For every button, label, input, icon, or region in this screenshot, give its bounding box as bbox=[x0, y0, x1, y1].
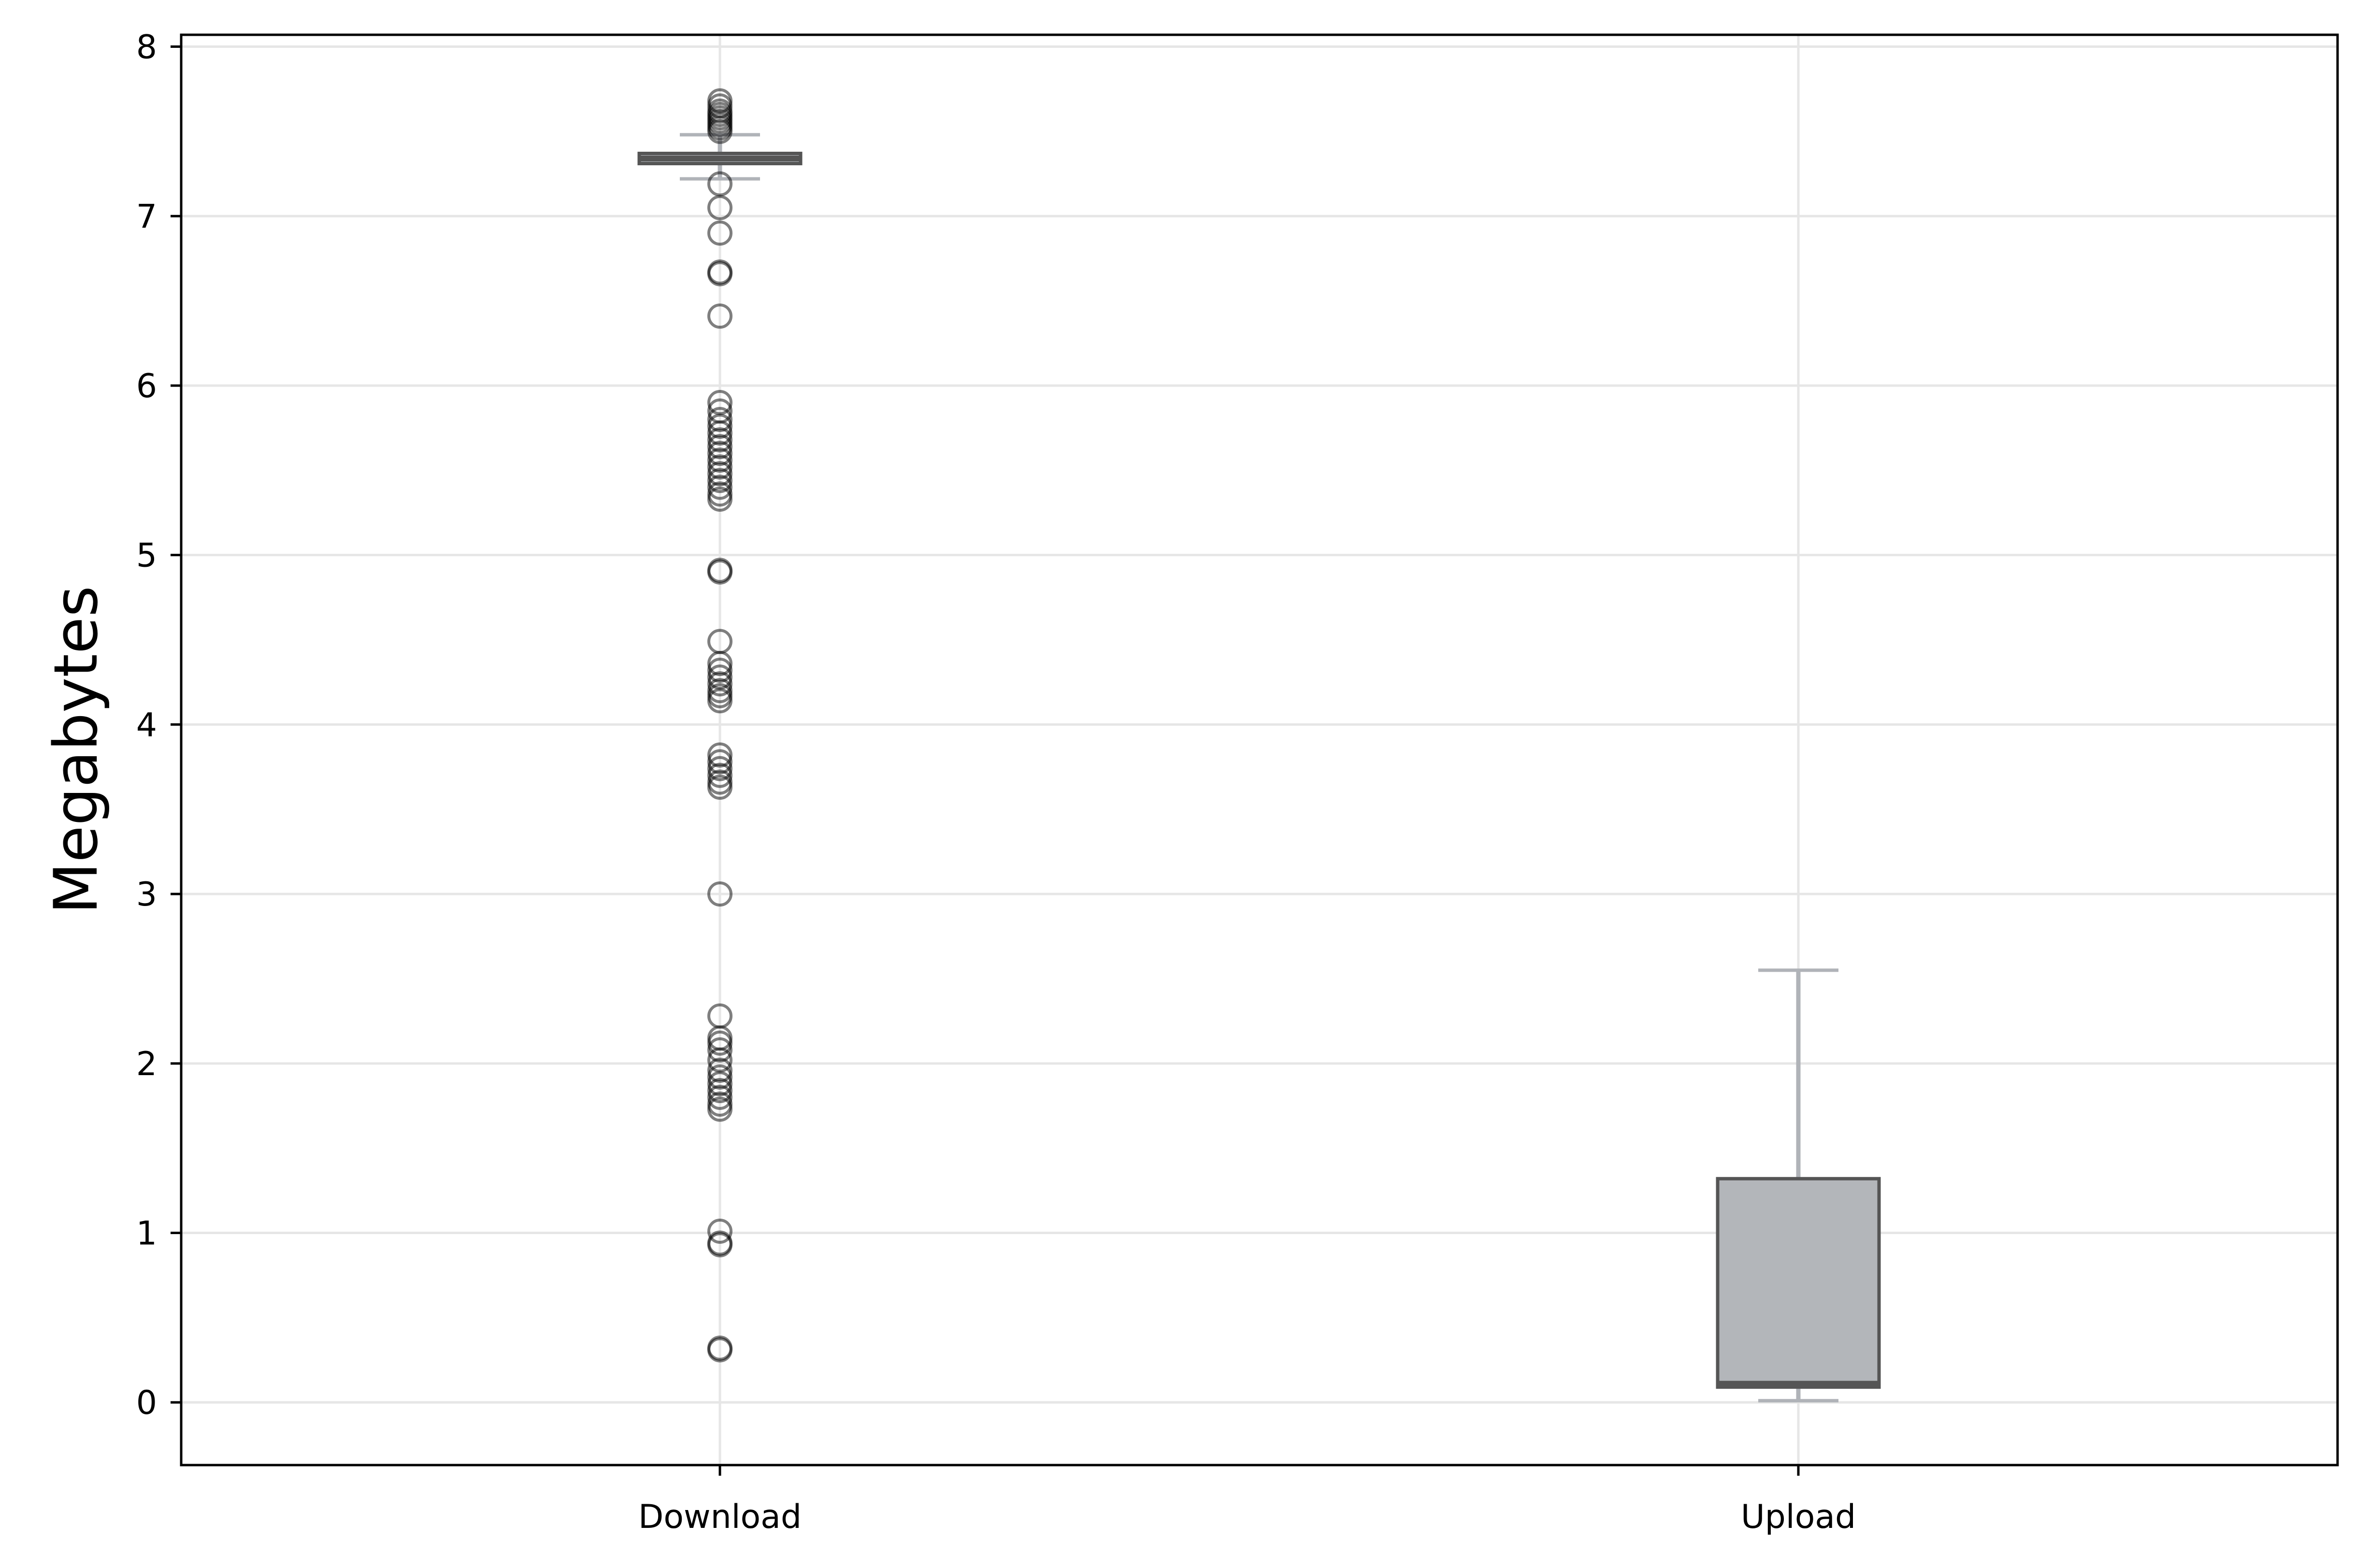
outlier-point bbox=[707, 1064, 732, 1090]
outlier-point bbox=[707, 1047, 732, 1073]
outlier-point bbox=[707, 749, 732, 775]
outlier-point bbox=[707, 486, 732, 512]
outlier-point bbox=[707, 1071, 732, 1096]
outlier-point bbox=[707, 420, 732, 446]
outliers bbox=[707, 88, 732, 1363]
outlier-point bbox=[707, 454, 732, 480]
outlier-point bbox=[707, 1030, 732, 1056]
outlier-point bbox=[707, 1232, 732, 1258]
x-tick-label-upload: Upload bbox=[1741, 1498, 1856, 1536]
outlier-point bbox=[707, 559, 732, 585]
y-tick-label: 5 bbox=[136, 537, 157, 575]
y-tick-label: 8 bbox=[136, 29, 157, 67]
boxes bbox=[637, 133, 1881, 1403]
outlier-point bbox=[707, 303, 732, 329]
outlier-point bbox=[707, 461, 732, 487]
outlier-point bbox=[707, 651, 732, 676]
y-tick-label: 0 bbox=[136, 1384, 157, 1422]
outlier-point bbox=[707, 1078, 732, 1103]
outlier-point bbox=[707, 441, 732, 466]
outlier-point bbox=[707, 775, 732, 800]
outlier-point bbox=[707, 658, 732, 683]
outlier-point bbox=[707, 447, 732, 473]
outlier-point bbox=[707, 220, 732, 246]
outlier-point bbox=[707, 742, 732, 768]
outlier-point bbox=[707, 762, 732, 788]
outlier-point bbox=[707, 427, 732, 453]
y-axis-label: Megabytes bbox=[42, 586, 111, 914]
outlier-point bbox=[707, 1096, 732, 1122]
outlier-point bbox=[707, 407, 732, 432]
y-tick-label: 6 bbox=[136, 367, 157, 405]
x-tick-label-download: Download bbox=[638, 1498, 802, 1536]
outlier-point bbox=[707, 881, 732, 907]
y-tick-label: 3 bbox=[136, 876, 157, 914]
y-tick-label: 4 bbox=[136, 706, 157, 744]
outlier-point bbox=[707, 118, 732, 144]
outlier-point bbox=[707, 475, 732, 500]
grid-lines bbox=[181, 35, 2338, 1465]
outlier-point bbox=[707, 171, 732, 197]
outlier-point bbox=[707, 1057, 732, 1083]
outlier-point bbox=[707, 434, 732, 460]
plot-frame bbox=[180, 33, 2339, 1467]
outlier-point bbox=[707, 671, 732, 697]
outlier-point bbox=[707, 390, 732, 416]
y-axis-ticks: 0 1 2 3 4 5 6 7 8 bbox=[136, 29, 181, 1422]
outlier-point bbox=[707, 688, 732, 714]
outlier-point bbox=[707, 1219, 732, 1244]
x-axis-ticks: Download Upload bbox=[638, 1465, 1856, 1536]
outlier-point bbox=[707, 468, 732, 493]
outlier-point bbox=[707, 756, 732, 781]
outlier-point bbox=[707, 414, 732, 439]
y-tick-label: 7 bbox=[136, 198, 157, 236]
y-tick-label: 1 bbox=[136, 1215, 157, 1253]
outlier-point bbox=[707, 1337, 732, 1363]
outlier-point bbox=[707, 1037, 732, 1063]
outlier-point bbox=[707, 1084, 732, 1110]
outlier-point bbox=[707, 261, 732, 287]
box-upload bbox=[1716, 968, 1881, 1403]
outlier-point bbox=[707, 195, 732, 220]
y-tick-label: 2 bbox=[136, 1045, 157, 1083]
outlier-point bbox=[707, 664, 732, 690]
box-iqr bbox=[1716, 1177, 1881, 1389]
